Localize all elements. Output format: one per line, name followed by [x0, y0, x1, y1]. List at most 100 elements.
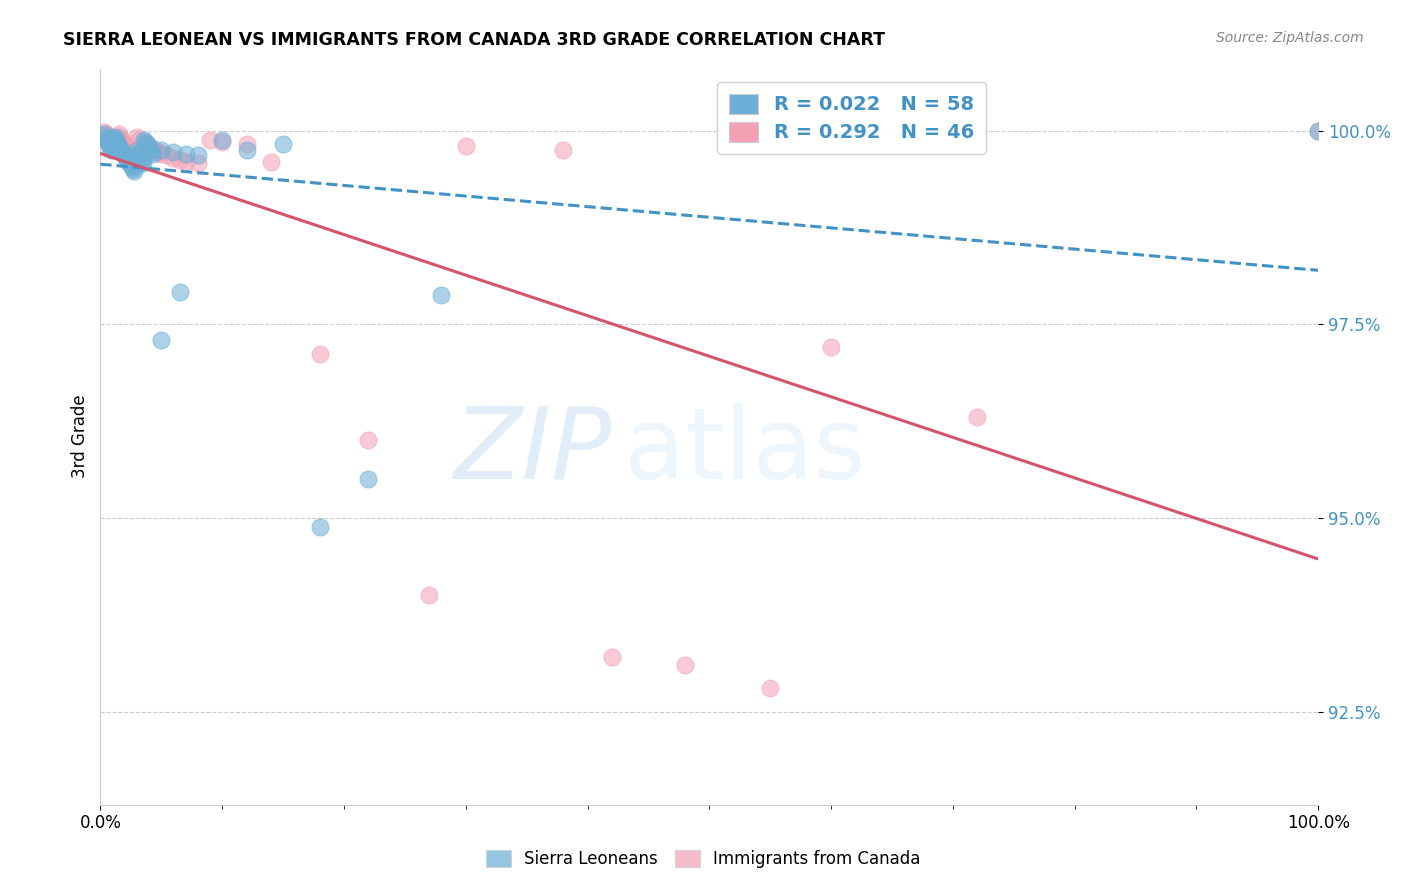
Point — [235, 143, 257, 157]
Point — [135, 136, 157, 151]
Point — [187, 156, 209, 170]
Point — [211, 135, 233, 149]
Point — [454, 139, 477, 153]
Point — [357, 434, 380, 448]
Point — [115, 151, 138, 165]
Text: Source: ZipAtlas.com: Source: ZipAtlas.com — [1216, 31, 1364, 45]
Point — [271, 137, 294, 152]
Point — [418, 589, 440, 603]
Point — [101, 131, 124, 145]
Point — [96, 128, 118, 142]
Point — [174, 146, 197, 161]
Point — [148, 145, 170, 160]
Point — [96, 133, 118, 147]
Point — [117, 154, 139, 169]
Point — [128, 133, 150, 147]
Point — [235, 137, 257, 152]
Point — [136, 139, 159, 153]
Point — [673, 658, 696, 673]
Point — [97, 135, 120, 149]
Point — [820, 341, 842, 355]
Point — [187, 148, 209, 162]
Point — [101, 140, 124, 154]
Point — [430, 287, 453, 301]
Point — [966, 410, 988, 425]
Point — [105, 139, 128, 153]
Point — [162, 151, 184, 165]
Point — [169, 285, 191, 299]
Point — [150, 333, 173, 347]
Point — [108, 129, 131, 144]
Point — [134, 133, 156, 147]
Point — [124, 163, 146, 178]
Point — [115, 152, 138, 166]
Point — [124, 146, 146, 161]
Point — [132, 156, 155, 170]
Point — [115, 139, 138, 153]
Point — [198, 133, 221, 147]
Point — [553, 143, 575, 157]
Point — [308, 347, 330, 361]
Point — [143, 143, 166, 157]
Point — [1308, 123, 1330, 137]
Point — [138, 140, 160, 154]
Point — [114, 148, 136, 162]
Point — [141, 145, 163, 160]
Point — [107, 135, 129, 149]
Legend: R = 0.022   N = 58, R = 0.292   N = 46: R = 0.022 N = 58, R = 0.292 N = 46 — [717, 82, 986, 154]
Point — [132, 135, 155, 149]
Text: ZIP: ZIP — [454, 403, 612, 500]
Point — [114, 137, 136, 152]
Point — [101, 143, 124, 157]
Point — [122, 162, 145, 177]
Y-axis label: 3rd Grade: 3rd Grade — [72, 395, 89, 478]
Point — [135, 136, 157, 151]
Point — [211, 133, 233, 147]
Point — [125, 146, 148, 161]
Point — [107, 139, 129, 153]
Point — [97, 128, 120, 143]
Point — [357, 472, 380, 486]
Point — [97, 136, 120, 151]
Point — [111, 135, 134, 149]
Point — [129, 153, 152, 167]
Point — [93, 128, 115, 142]
Point — [118, 143, 141, 157]
Point — [150, 146, 173, 161]
Point — [169, 153, 191, 167]
Point — [134, 135, 156, 149]
Point — [100, 143, 122, 157]
Point — [111, 145, 134, 160]
Point — [98, 131, 121, 145]
Point — [105, 133, 128, 147]
Point — [124, 145, 146, 159]
Point — [125, 129, 148, 144]
Point — [131, 154, 153, 169]
Point — [127, 148, 149, 162]
Point — [141, 140, 163, 154]
Point — [101, 133, 124, 147]
Point — [110, 143, 132, 157]
Point — [98, 139, 121, 153]
Point — [121, 145, 143, 160]
Point — [150, 143, 173, 157]
Text: atlas: atlas — [624, 403, 866, 500]
Point — [112, 146, 135, 161]
Point — [600, 650, 623, 665]
Point — [104, 136, 127, 151]
Point — [98, 140, 121, 154]
Point — [156, 148, 179, 162]
Point — [128, 151, 150, 165]
Point — [759, 681, 782, 696]
Point — [260, 154, 283, 169]
Point — [162, 145, 184, 160]
Point — [174, 154, 197, 169]
Point — [101, 135, 124, 149]
Point — [120, 158, 142, 172]
Point — [121, 160, 143, 174]
Point — [1308, 123, 1330, 137]
Legend: Sierra Leoneans, Immigrants from Canada: Sierra Leoneans, Immigrants from Canada — [479, 843, 927, 875]
Point — [104, 129, 127, 144]
Point — [107, 128, 129, 142]
Point — [139, 143, 162, 157]
